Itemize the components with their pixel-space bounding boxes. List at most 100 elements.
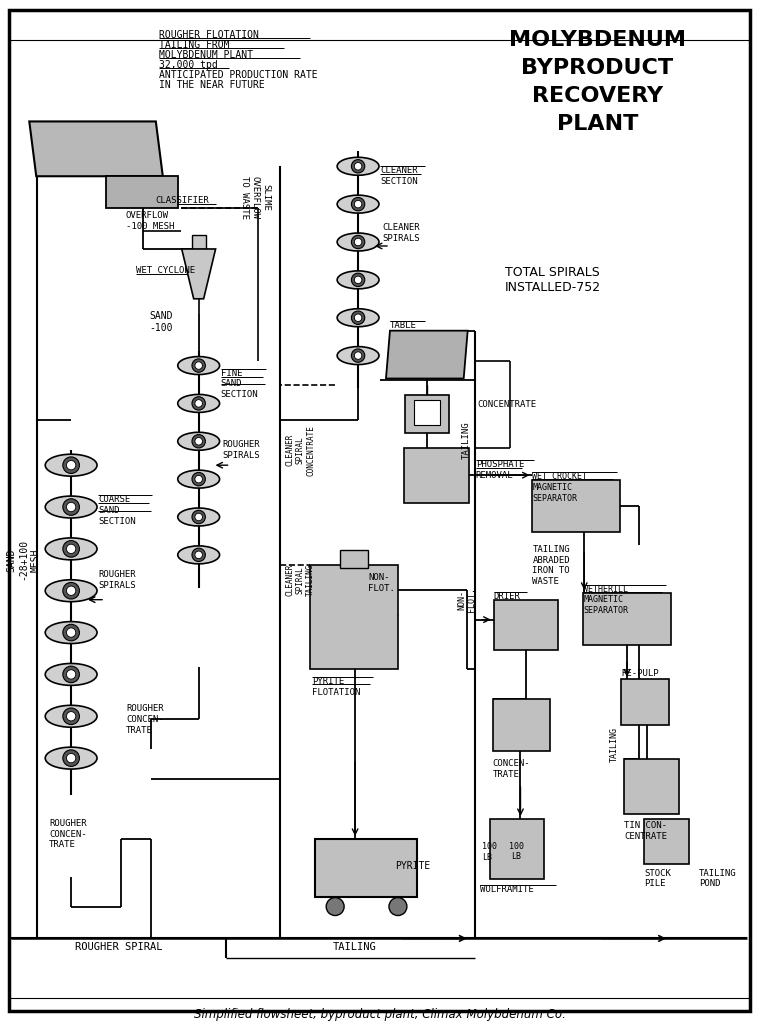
Ellipse shape (46, 496, 97, 518)
Text: ROUGHER
CONCEN-
TRATE: ROUGHER CONCEN- TRATE (49, 819, 87, 850)
Text: RE-PULP: RE-PULP (621, 670, 659, 679)
Ellipse shape (178, 394, 219, 412)
Text: CLEANER
SPIRAL
CONCENTRATE: CLEANER SPIRAL CONCENTRATE (285, 424, 315, 476)
Ellipse shape (46, 580, 97, 602)
Text: MOLYBDENUM PLANT: MOLYBDENUM PLANT (159, 49, 253, 60)
Circle shape (351, 198, 365, 211)
Ellipse shape (337, 233, 379, 251)
Circle shape (67, 753, 76, 763)
Bar (621, 680, 669, 725)
Circle shape (354, 201, 362, 208)
Text: PYRITE
FLOTATION: PYRITE FLOTATION (312, 678, 361, 697)
Ellipse shape (46, 706, 97, 727)
Circle shape (195, 476, 203, 483)
Circle shape (63, 541, 80, 557)
Circle shape (351, 349, 365, 363)
Ellipse shape (178, 356, 219, 375)
Circle shape (63, 750, 80, 766)
Circle shape (192, 397, 206, 410)
Bar (532, 480, 620, 531)
Circle shape (351, 273, 365, 286)
Circle shape (192, 435, 206, 448)
Text: ROUGHER
SPIRALS: ROUGHER SPIRALS (98, 570, 136, 589)
Ellipse shape (46, 663, 97, 685)
Text: WETHERILL
MAGNETIC
SEPARATOR: WETHERILL MAGNETIC SEPARATOR (583, 585, 628, 615)
Text: CLEANER
SECTION: CLEANER SECTION (380, 166, 417, 186)
Bar (493, 699, 550, 751)
Circle shape (192, 358, 206, 372)
Circle shape (67, 460, 76, 470)
Circle shape (354, 276, 362, 283)
Text: SAND
-100: SAND -100 (149, 311, 172, 333)
Circle shape (195, 438, 203, 445)
Text: ROUGHER
SPIRALS: ROUGHER SPIRALS (222, 440, 260, 460)
Text: NON-
FLOT.: NON- FLOT. (368, 573, 395, 592)
Text: ANTICIPATED PRODUCTION RATE: ANTICIPATED PRODUCTION RATE (159, 70, 317, 79)
Circle shape (192, 548, 206, 561)
Ellipse shape (46, 538, 97, 560)
Text: 100
LB: 100 LB (509, 843, 524, 861)
Text: TAILING
ABRADED
IRON TO
WASTE: TAILING ABRADED IRON TO WASTE (532, 545, 570, 586)
Circle shape (67, 628, 76, 638)
Circle shape (195, 551, 203, 558)
Polygon shape (386, 331, 468, 378)
Circle shape (354, 163, 362, 170)
Bar (310, 564, 398, 670)
Text: STOCK
PILE: STOCK PILE (644, 868, 671, 889)
Text: WET CYCLONE: WET CYCLONE (136, 266, 195, 275)
Text: OVERFLOW
-100 MESH: OVERFLOW -100 MESH (126, 211, 175, 231)
Text: PYRITE: PYRITE (395, 861, 430, 870)
Circle shape (389, 897, 407, 916)
Ellipse shape (46, 454, 97, 476)
Text: WOLFRAMITE: WOLFRAMITE (480, 885, 534, 894)
Circle shape (67, 670, 76, 679)
Circle shape (63, 457, 80, 474)
Circle shape (67, 586, 76, 595)
Bar (405, 396, 449, 434)
Circle shape (195, 362, 203, 370)
Text: 100
LB: 100 LB (482, 842, 497, 862)
Text: COARSE
SAND
SECTION: COARSE SAND SECTION (98, 495, 136, 525)
Circle shape (63, 499, 80, 515)
Ellipse shape (178, 470, 219, 488)
Ellipse shape (178, 546, 219, 563)
Polygon shape (30, 122, 162, 176)
Circle shape (351, 311, 365, 324)
Bar (414, 401, 439, 425)
Text: SAND
-28+100
MESH: SAND -28+100 MESH (6, 540, 41, 580)
Ellipse shape (337, 158, 379, 175)
Circle shape (354, 238, 362, 246)
Circle shape (351, 160, 365, 173)
Text: SLIME
OVERFLOW
TO WASTE: SLIME OVERFLOW TO WASTE (240, 176, 271, 219)
Text: ROUGHER FLOTATION: ROUGHER FLOTATION (159, 30, 259, 40)
Text: CLEANER
SPIRALS: CLEANER SPIRALS (382, 224, 420, 243)
Circle shape (63, 666, 80, 683)
Circle shape (195, 513, 203, 521)
Text: TOTAL SPIRALS
INSTALLED-752: TOTAL SPIRALS INSTALLED-752 (505, 266, 600, 295)
Circle shape (67, 544, 76, 553)
Circle shape (195, 400, 203, 407)
Text: TAILING FROM: TAILING FROM (159, 40, 229, 49)
Circle shape (63, 624, 80, 641)
Circle shape (354, 314, 362, 321)
Bar (493, 599, 559, 650)
Text: ROUGHER SPIRAL: ROUGHER SPIRAL (75, 942, 162, 953)
Polygon shape (181, 249, 216, 299)
Circle shape (67, 503, 76, 512)
Ellipse shape (46, 747, 97, 769)
Text: WET CROCKET
MAGNETIC
SEPARATOR: WET CROCKET MAGNETIC SEPARATOR (532, 472, 587, 503)
Text: NON-
FLOT.: NON- FLOT. (457, 587, 477, 612)
Ellipse shape (178, 433, 219, 450)
Circle shape (326, 897, 344, 916)
Bar (192, 235, 206, 249)
Text: CONCEN-
TRATE: CONCEN- TRATE (493, 759, 531, 779)
Text: TABLE: TABLE (390, 320, 417, 330)
Text: CLEANER
SPIRAL
TAILING: CLEANER SPIRAL TAILING (285, 563, 315, 596)
Bar (404, 448, 468, 503)
Text: TAILING: TAILING (333, 942, 377, 953)
Text: 32,000 tpd: 32,000 tpd (159, 60, 218, 70)
Circle shape (63, 582, 80, 599)
Text: DRIER: DRIER (493, 591, 521, 600)
Bar (490, 819, 544, 879)
Text: TAILING: TAILING (609, 726, 619, 761)
